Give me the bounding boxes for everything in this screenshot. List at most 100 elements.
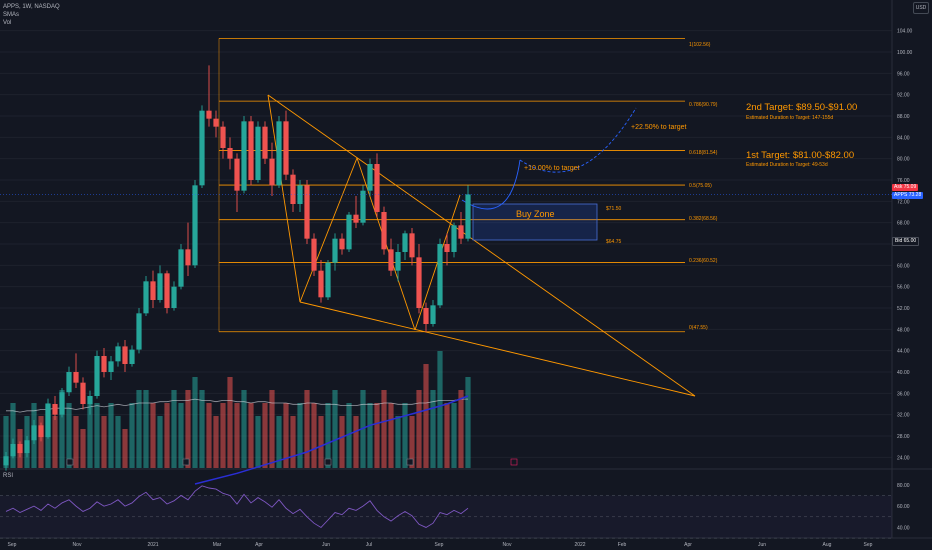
volume-bar	[283, 403, 289, 468]
candle-body	[108, 361, 114, 372]
volume-bar	[87, 403, 93, 468]
volume-bar	[339, 416, 345, 468]
pattern-leg	[267, 94, 301, 303]
volume-bar	[423, 364, 429, 468]
volume-bar	[367, 403, 373, 468]
candle-body	[101, 356, 107, 372]
price-tick-label: 88.00	[897, 114, 910, 120]
candle-body	[122, 346, 128, 364]
candle-body	[17, 444, 23, 454]
candle-body	[437, 244, 443, 306]
candle-body	[283, 121, 289, 175]
candle-body	[276, 121, 282, 186]
price-tick-label: 60.00	[897, 263, 910, 269]
candle-body	[66, 372, 72, 393]
candle-body	[38, 425, 44, 438]
candle-body	[241, 121, 247, 191]
earnings-icon	[324, 458, 332, 466]
candle-body	[199, 110, 205, 186]
candle-body	[374, 164, 380, 212]
volume-bar	[276, 416, 282, 468]
fib-label: 0.786(90.79)	[689, 102, 718, 108]
indicator-vol[interactable]: Vol	[3, 20, 12, 26]
price-tick-label: 48.00	[897, 327, 910, 333]
rsi-legend[interactable]: RSI	[3, 473, 14, 479]
time-tick-label: Jun	[322, 542, 330, 548]
price-tick-label: 96.00	[897, 71, 910, 77]
volume-bar	[199, 390, 205, 468]
candle-body	[423, 308, 429, 324]
bid-value: 65.00	[903, 238, 917, 244]
volume-bar	[353, 416, 359, 468]
volume-bar	[430, 390, 436, 468]
volume-bar	[325, 403, 331, 468]
candle-body	[59, 392, 65, 415]
candle-body	[94, 356, 100, 396]
currency-button[interactable]: USD	[913, 2, 929, 14]
volume-bar	[395, 416, 401, 468]
volume-bar	[374, 403, 380, 468]
candle-body	[346, 214, 352, 250]
volume-bar	[108, 403, 114, 468]
candle-body	[185, 249, 191, 266]
zone-top-label: $71.50	[606, 206, 622, 212]
volume-bar	[269, 390, 275, 468]
volume-bar	[115, 416, 121, 468]
candle-body	[311, 238, 317, 271]
symbol-title[interactable]: APPS, 1W, NASDAQ	[3, 4, 60, 10]
time-tick-label: Sep	[864, 542, 873, 548]
rsi-tick-label: 80.00	[897, 483, 910, 489]
fib-label: 0.382(68.56)	[689, 216, 718, 222]
chart-legend: APPS, 1W, NASDAQ SMAs Vol	[3, 3, 60, 27]
candle-body	[164, 273, 170, 308]
bid-label: Bid	[895, 238, 903, 244]
volume-bar	[290, 416, 296, 468]
candle-body	[234, 158, 240, 191]
candle-body	[171, 286, 177, 308]
volume-bar	[73, 416, 79, 468]
fib-label: 0(47.55)	[689, 325, 708, 331]
second-target-label: 2nd Target: $89.50-$91.00	[746, 102, 858, 113]
candle-body	[220, 126, 226, 148]
time-tick-label: Aug	[823, 542, 832, 548]
candle-body	[353, 214, 359, 223]
candle-body	[430, 305, 436, 324]
volume-bar	[304, 390, 310, 468]
volume-bar	[227, 377, 233, 468]
candle-body	[80, 382, 86, 404]
candle-body	[52, 404, 58, 415]
candle-body	[157, 273, 163, 300]
price-tick-label: 104.00	[897, 29, 913, 35]
candle-body	[136, 313, 142, 350]
indicator-smas[interactable]: SMAs	[3, 12, 20, 18]
last-price-tag: APPS 73.28	[892, 192, 924, 199]
candle-body	[227, 148, 233, 159]
candle-body	[206, 110, 212, 119]
candle-body	[24, 440, 30, 454]
volume-bar	[52, 416, 58, 468]
candle-body	[45, 404, 51, 438]
volume-bar	[458, 390, 464, 468]
volume-bar	[297, 403, 303, 468]
price-tick-label: 80.00	[897, 157, 910, 163]
candle-body	[458, 225, 464, 239]
candle-body	[451, 225, 457, 252]
volume-bar	[311, 403, 317, 468]
fib-label: 0.618(81.54)	[689, 150, 718, 156]
price-tick-label: 28.00	[897, 434, 910, 440]
volume-bar	[346, 403, 352, 468]
candle-body	[31, 425, 37, 441]
price-tick-label: 84.00	[897, 135, 910, 141]
candle-body	[10, 444, 16, 457]
candle-body	[367, 164, 373, 191]
candle-body	[192, 185, 198, 266]
rsi-panel: 80.00 60.00 40.00	[0, 483, 910, 539]
candle-body	[339, 238, 345, 250]
volume-bar	[234, 403, 240, 468]
price-sma-line	[194, 395, 469, 485]
volume-bar	[3, 416, 9, 468]
price-tick-label: 76.00	[897, 178, 910, 184]
price-tick-label: 72.00	[897, 199, 910, 205]
volume-bar	[59, 390, 65, 468]
